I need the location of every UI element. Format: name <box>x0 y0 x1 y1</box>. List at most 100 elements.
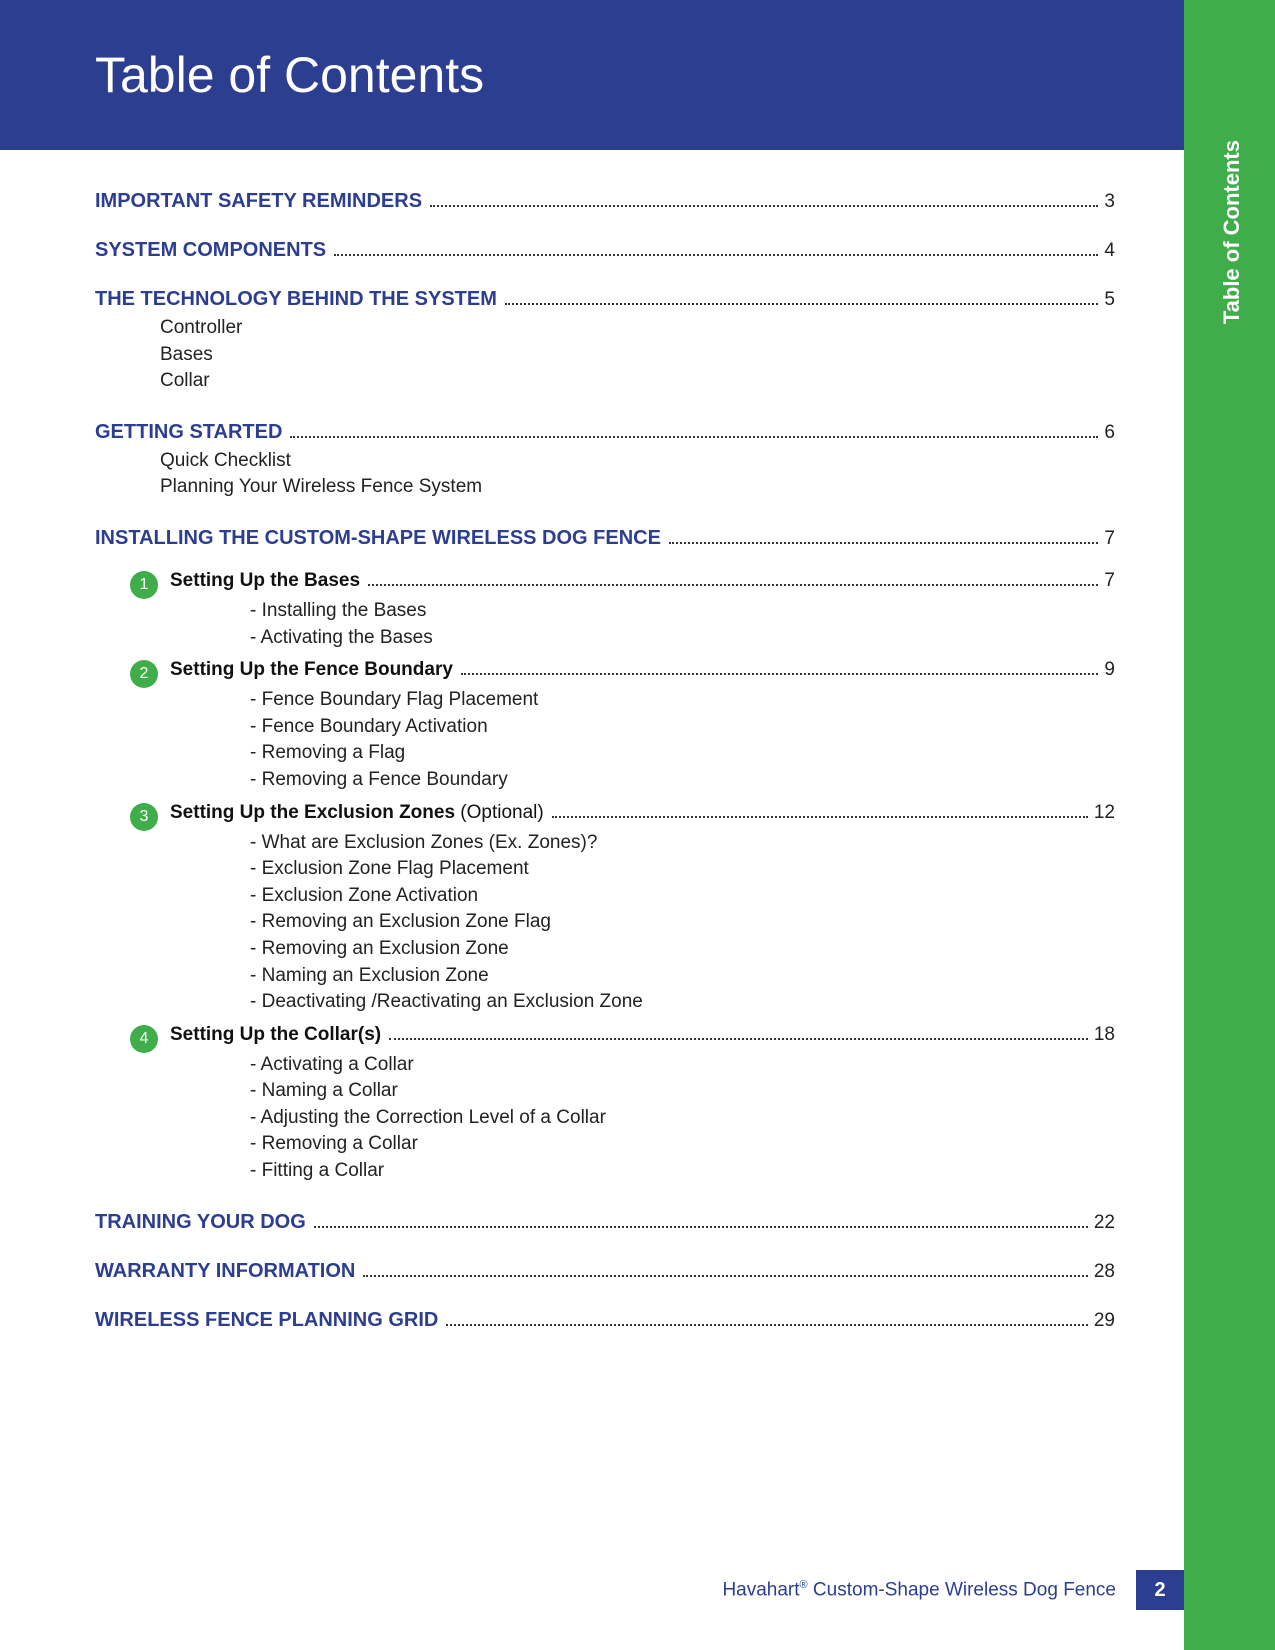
toc-leader <box>290 436 1098 438</box>
toc-step-sub-item: - What are Exclusion Zones (Ex. Zones)? <box>250 830 1115 857</box>
toc-row: WARRANTY INFORMATION 28 <box>95 1260 1115 1283</box>
toc-leader <box>363 1275 1088 1277</box>
toc-step-sub-item: - Naming a Collar <box>250 1078 1115 1105</box>
toc-page: 7 <box>1104 570 1115 592</box>
toc-step-sub-item: - Removing a Collar <box>250 1131 1115 1158</box>
toc-step-sub-list: - What are Exclusion Zones (Ex. Zones)? … <box>250 830 1115 1016</box>
toc-step-sub-item: - Removing a Flag <box>250 740 1115 767</box>
toc-label: TRAINING YOUR DOG <box>95 1211 306 1234</box>
toc-page: 3 <box>1104 191 1115 213</box>
toc-leader <box>446 1324 1088 1326</box>
step-badge-4: 4 <box>130 1025 158 1053</box>
toc-step-sub-list: - Installing the Bases - Activating the … <box>250 598 1115 651</box>
toc-sub-list: Quick Checklist Planning Your Wireless F… <box>160 448 1115 501</box>
toc-leader <box>669 542 1098 544</box>
toc-step-sub-item: - Removing an Exclusion Zone Flag <box>250 909 1115 936</box>
toc-row: IMPORTANT SAFETY REMINDERS 3 <box>95 190 1115 213</box>
toc-step-sub-list: - Activating a Collar - Naming a Collar … <box>250 1052 1115 1185</box>
toc-step-sub-item: - Deactivating /Reactivating an Exclusio… <box>250 989 1115 1016</box>
toc-sub-item: Planning Your Wireless Fence System <box>160 474 1115 501</box>
toc-page: 18 <box>1094 1024 1115 1046</box>
toc-step-sub-item: - Installing the Bases <box>250 598 1115 625</box>
toc-label: GETTING STARTED <box>95 421 282 444</box>
toc-step-sub-item: - Naming an Exclusion Zone <box>250 963 1115 990</box>
side-tab-label: Table of Contents <box>1219 140 1245 324</box>
toc-label: SYSTEM COMPONENTS <box>95 239 326 262</box>
toc-step-sub-item: - Removing an Exclusion Zone <box>250 936 1115 963</box>
toc-sub-item: Quick Checklist <box>160 448 1115 475</box>
footer-brand: Havahart <box>722 1579 799 1600</box>
step-label-suffix: (Optional) <box>455 802 544 823</box>
toc-step-sub-item: - Fence Boundary Flag Placement <box>250 687 1115 714</box>
toc-sub-item: Bases <box>160 342 1115 369</box>
toc-sub-list: Controller Bases Collar <box>160 315 1115 395</box>
header-band: Table of Contents <box>0 0 1184 150</box>
toc-leader <box>461 673 1099 675</box>
toc-leader <box>314 1226 1088 1228</box>
toc-page: 6 <box>1104 422 1115 444</box>
toc-content: IMPORTANT SAFETY REMINDERS 3 SYSTEM COMP… <box>95 190 1115 1358</box>
toc-step-sub-item: - Fence Boundary Activation <box>250 714 1115 741</box>
toc-row: THE TECHNOLOGY BEHIND THE SYSTEM 5 <box>95 288 1115 311</box>
toc-section: TRAINING YOUR DOG 22 <box>95 1211 1115 1234</box>
toc-section: THE TECHNOLOGY BEHIND THE SYSTEM 5 Contr… <box>95 288 1115 395</box>
footer-product: Custom-Shape Wireless Dog Fence <box>808 1579 1116 1600</box>
toc-page: 4 <box>1104 240 1115 262</box>
toc-section: SYSTEM COMPONENTS 4 <box>95 239 1115 262</box>
toc-section: IMPORTANT SAFETY REMINDERS 3 <box>95 190 1115 213</box>
toc-leader <box>368 584 1098 586</box>
toc-label: WIRELESS FENCE PLANNING GRID <box>95 1309 438 1332</box>
toc-page: 22 <box>1094 1212 1115 1234</box>
toc-step: 4 Setting Up the Collar(s) 18 <box>130 1022 1115 1050</box>
toc-page: 5 <box>1104 289 1115 311</box>
toc-leader <box>552 816 1088 818</box>
toc-page: 7 <box>1104 528 1115 550</box>
side-tab: Table of Contents <box>1184 0 1275 1650</box>
toc-leader <box>389 1038 1088 1040</box>
toc-step-sub-item: - Exclusion Zone Flag Placement <box>250 856 1115 883</box>
toc-label: IMPORTANT SAFETY REMINDERS <box>95 190 422 213</box>
toc-section: INSTALLING THE CUSTOM-SHAPE WIRELESS DOG… <box>95 527 1115 550</box>
toc-row: SYSTEM COMPONENTS 4 <box>95 239 1115 262</box>
footer-text: Havahart® Custom-Shape Wireless Dog Fenc… <box>722 1579 1116 1601</box>
toc-label: INSTALLING THE CUSTOM-SHAPE WIRELESS DOG… <box>95 527 661 550</box>
toc-sub-item: Collar <box>160 368 1115 395</box>
toc-leader <box>505 303 1099 305</box>
toc-row: INSTALLING THE CUSTOM-SHAPE WIRELESS DOG… <box>95 527 1115 550</box>
toc-step: 2 Setting Up the Fence Boundary 9 <box>130 657 1115 685</box>
page-title: Table of Contents <box>95 46 484 104</box>
step-badge-1: 1 <box>130 571 158 599</box>
toc-section: GETTING STARTED 6 Quick Checklist Planni… <box>95 421 1115 501</box>
step-label: Setting Up the Collar(s) <box>170 1024 381 1046</box>
step-badge-2: 2 <box>130 660 158 688</box>
toc-label: THE TECHNOLOGY BEHIND THE SYSTEM <box>95 288 497 311</box>
toc-step-sub-list: - Fence Boundary Flag Placement - Fence … <box>250 687 1115 793</box>
step-label-bold: Setting Up the Exclusion Zones <box>170 802 455 823</box>
step-label: Setting Up the Exclusion Zones (Optional… <box>170 802 544 824</box>
footer: Havahart® Custom-Shape Wireless Dog Fenc… <box>722 1570 1184 1610</box>
step-badge-3: 3 <box>130 803 158 831</box>
toc-row: TRAINING YOUR DOG 22 <box>95 1211 1115 1234</box>
toc-label: WARRANTY INFORMATION <box>95 1260 355 1283</box>
toc-row: WIRELESS FENCE PLANNING GRID 29 <box>95 1309 1115 1332</box>
step-label: Setting Up the Bases <box>170 570 360 592</box>
toc-step-sub-item: - Exclusion Zone Activation <box>250 883 1115 910</box>
toc-sub-item: Controller <box>160 315 1115 342</box>
toc-section: WIRELESS FENCE PLANNING GRID 29 <box>95 1309 1115 1332</box>
toc-leader <box>334 254 1098 256</box>
footer-page-number: 2 <box>1136 1570 1184 1610</box>
toc-row: GETTING STARTED 6 <box>95 421 1115 444</box>
toc-section: WARRANTY INFORMATION 28 <box>95 1260 1115 1283</box>
registered-mark: ® <box>800 1579 808 1591</box>
toc-page: 12 <box>1094 802 1115 824</box>
toc-step-sub-item: - Removing a Fence Boundary <box>250 767 1115 794</box>
toc-page: 9 <box>1104 659 1115 681</box>
step-label: Setting Up the Fence Boundary <box>170 659 453 681</box>
toc-step-sub-item: - Adjusting the Correction Level of a Co… <box>250 1105 1115 1132</box>
toc-page: 29 <box>1094 1310 1115 1332</box>
toc-step-sub-item: - Activating the Bases <box>250 625 1115 652</box>
toc-page: 28 <box>1094 1261 1115 1283</box>
toc-step-sub-item: - Fitting a Collar <box>250 1158 1115 1185</box>
toc-step: 3 Setting Up the Exclusion Zones (Option… <box>130 800 1115 828</box>
toc-step: 1 Setting Up the Bases 7 <box>130 568 1115 596</box>
